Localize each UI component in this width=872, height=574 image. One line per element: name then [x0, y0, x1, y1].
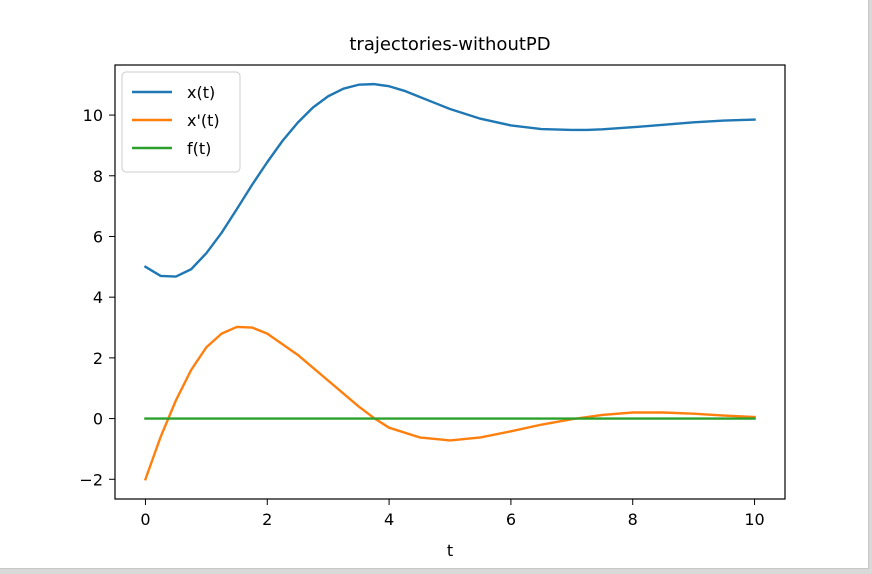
x-tick-label: 2: [262, 510, 272, 529]
y-tick-label: 6: [93, 227, 103, 246]
x-tick-label: 6: [506, 510, 516, 529]
series-layer: [143, 82, 756, 481]
legend-box: [121, 71, 241, 173]
legend-label-1: x(t): [187, 83, 215, 102]
x-axis-label: t: [447, 541, 453, 560]
x-tick-label: 8: [628, 510, 638, 529]
y-tick-label: 2: [93, 349, 103, 368]
legend-label-3: f(t): [187, 139, 211, 158]
legend-label-2: x'(t): [187, 111, 220, 130]
x-tick-label: 4: [384, 510, 394, 529]
series-line-2: [143, 325, 756, 481]
x-tick-label: 10: [744, 510, 764, 529]
x-tick-label: 0: [140, 510, 150, 529]
plot-frame: [114, 64, 786, 500]
y-tick-label: −2: [79, 470, 103, 489]
chart-title: trajectories-withoutPD: [349, 34, 550, 55]
y-tick-label: 4: [93, 288, 103, 307]
ticks-layer: 0 2 4 6 8 10 −2 0 2 4 6 8 10: [79, 106, 764, 529]
y-tick-label: 10: [83, 106, 103, 125]
y-tick-label: 8: [93, 167, 103, 186]
series-line-1: [143, 82, 756, 278]
y-tick-label: 0: [93, 410, 103, 429]
legend: x(t) x'(t) f(t): [121, 71, 241, 173]
